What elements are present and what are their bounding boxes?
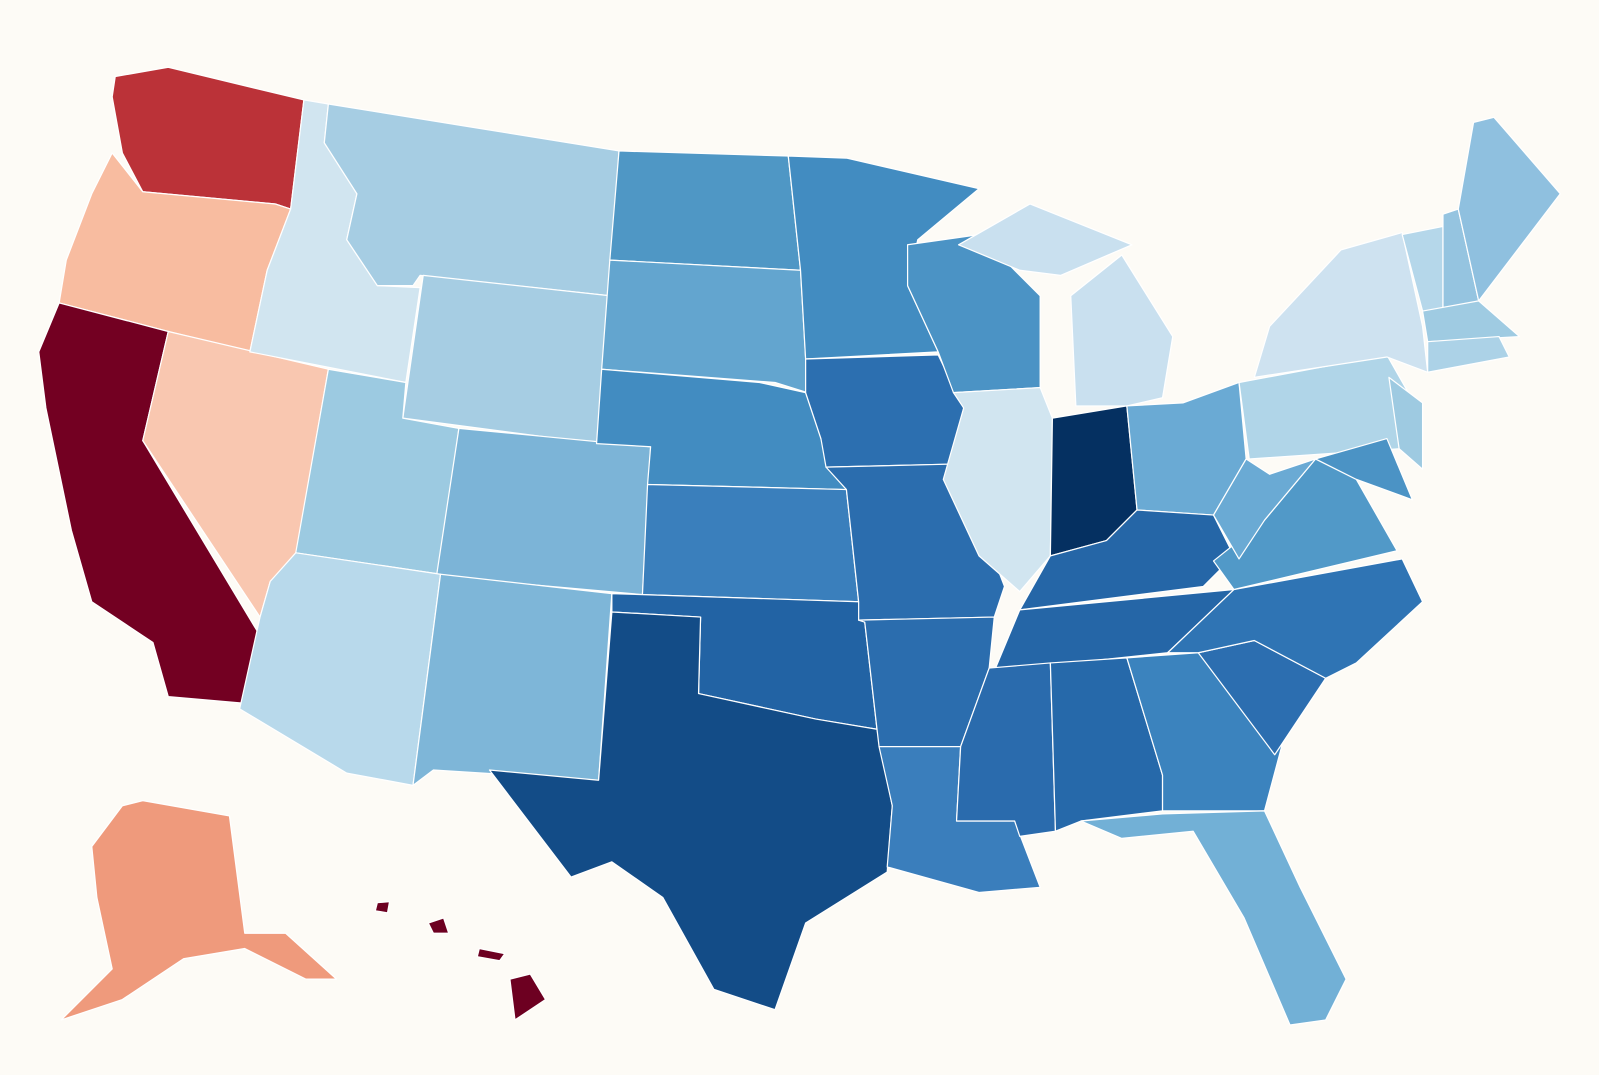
state bbox=[1421, 300, 1521, 343]
state bbox=[412, 573, 613, 786]
state bbox=[1253, 231, 1429, 378]
state bbox=[1388, 376, 1424, 470]
state bbox=[1457, 116, 1561, 302]
state bbox=[641, 483, 860, 603]
state bbox=[957, 203, 1174, 407]
state bbox=[1314, 437, 1413, 501]
state bbox=[942, 386, 1054, 593]
state bbox=[1167, 558, 1424, 679]
state bbox=[1019, 509, 1235, 611]
state bbox=[374, 901, 547, 1021]
state bbox=[60, 800, 338, 1021]
state bbox=[435, 427, 652, 596]
state bbox=[1427, 335, 1510, 373]
states bbox=[38, 66, 1561, 1026]
state bbox=[1080, 810, 1347, 1026]
state bbox=[402, 274, 611, 445]
state bbox=[601, 259, 809, 394]
state bbox=[609, 150, 802, 271]
state bbox=[805, 354, 965, 468]
state bbox=[488, 611, 893, 1011]
